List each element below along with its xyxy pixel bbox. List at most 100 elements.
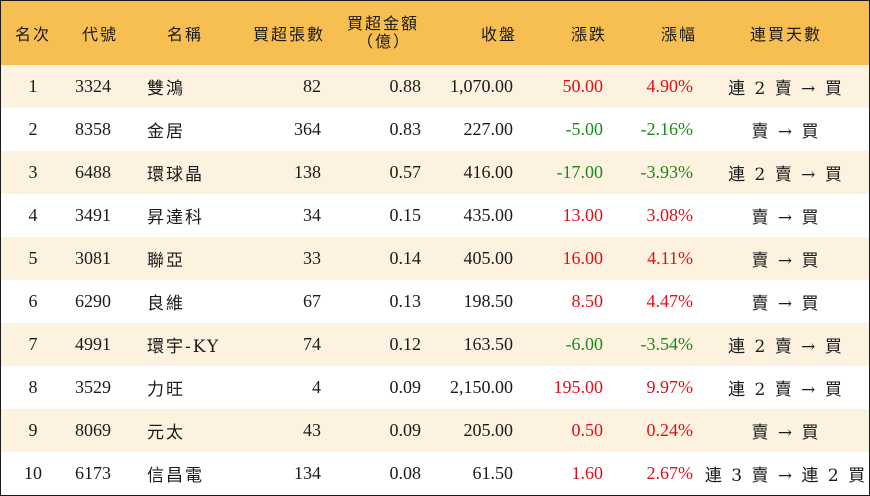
- table-row: 2 8358 金居 364 0.83 227.00 -5.00 -2.16% 賣 → 買: [1, 108, 869, 151]
- consecutive-days-cell: 賣 → 買: [751, 423, 821, 443]
- net-buy-amount-cell: 0.14: [389, 248, 422, 268]
- net-buy-amount-cell: 0.83: [389, 119, 422, 139]
- header-consecutive-days: 連買天數: [749, 25, 822, 44]
- net-buy-amount-cell: 0.12: [389, 334, 422, 354]
- table-row: 1 3324 雙鴻 82 0.88 1,070.00 50.00 4.90% 連 2 賣 → 買: [1, 65, 869, 108]
- header-net-buy-amount-line2: （億）: [356, 32, 411, 51]
- change-cell: 195.00: [553, 377, 604, 397]
- code-cell: 3529: [75, 377, 111, 397]
- code-cell: 3081: [75, 248, 111, 268]
- header-change-pct: 漲幅: [660, 25, 697, 44]
- rank-cell: 5: [28, 248, 38, 268]
- change-pct-cell: 9.97%: [646, 377, 694, 397]
- close-cell: 416.00: [463, 162, 514, 182]
- close-cell: 1,070.00: [450, 76, 513, 96]
- net-buy-amount-cell: 0.08: [389, 463, 422, 483]
- table-row: 4 3491 昇達科 34 0.15 435.00 13.00 3.08% 賣 → 買: [1, 194, 869, 237]
- rank-cell: 4: [28, 205, 38, 225]
- change-cell: -17.00: [556, 162, 604, 182]
- close-cell: 227.00: [463, 119, 514, 139]
- change-pct-cell: 4.90%: [646, 76, 694, 96]
- change-cell: -6.00: [565, 334, 604, 354]
- close-cell: 61.50: [472, 463, 514, 483]
- change-pct-cell: 4.11%: [647, 248, 693, 268]
- table-row: 9 8069 元太 43 0.09 205.00 0.50 0.24% 賣 → 買: [1, 409, 869, 452]
- header-change: 漲跌: [570, 25, 607, 44]
- change-pct-cell: 4.47%: [646, 291, 694, 311]
- net-buy-lots-cell: 82: [303, 76, 321, 96]
- close-cell: 198.50: [463, 291, 514, 311]
- net-buy-lots-cell: 43: [303, 420, 321, 440]
- net-buy-lots-cell: 67: [303, 291, 321, 311]
- header-code: 代號: [81, 25, 118, 44]
- name-cell: 金居: [147, 122, 185, 142]
- net-buy-amount-cell: 0.15: [389, 205, 422, 225]
- net-buy-lots-cell: 74: [303, 334, 321, 354]
- net-buy-lots-cell: 4: [312, 377, 321, 397]
- table-row: 7 4991 環宇-KY 74 0.12 163.50 -6.00 -3.54% 連 2 賣 →…: [1, 323, 869, 366]
- consecutive-days-cell: 賣 → 買: [751, 208, 821, 228]
- code-cell: 6290: [75, 291, 111, 311]
- name-cell: 良維: [147, 294, 185, 314]
- close-cell: 405.00: [463, 248, 514, 268]
- header-row: 名次 代號 名稱 買超張數 買超金額 （億） 收盤 漲跌 漲幅 連買天數: [1, 1, 869, 65]
- code-cell: 4991: [75, 334, 111, 354]
- table-row: 8 3529 力旺 4 0.09 2,150.00 195.00 9.97% 連 2 賣 → 買: [1, 366, 869, 409]
- consecutive-days-cell: 連 2 賣 → 買: [728, 337, 844, 357]
- change-cell: 0.50: [571, 420, 604, 440]
- code-cell: 8069: [75, 420, 111, 440]
- net-buy-amount-cell: 0.13: [389, 291, 422, 311]
- change-pct-cell: 2.67%: [646, 463, 694, 483]
- net-buy-lots-cell: 33: [303, 248, 321, 268]
- name-cell: 昇達科: [147, 208, 204, 228]
- close-cell: 163.50: [463, 334, 514, 354]
- net-buy-amount-cell: 0.09: [389, 377, 422, 397]
- name-cell: 元太: [147, 423, 185, 443]
- net-buy-lots-cell: 134: [294, 463, 321, 483]
- consecutive-days-cell: 賣 → 買: [751, 251, 821, 271]
- name-cell: 力旺: [147, 380, 185, 400]
- consecutive-days-cell: 賣 → 買: [751, 294, 821, 314]
- net-buy-amount-cell: 0.57: [389, 162, 422, 182]
- consecutive-days-cell: 賣 → 買: [751, 122, 821, 142]
- change-pct-cell: 3.08%: [646, 205, 694, 225]
- change-cell: 13.00: [562, 205, 604, 225]
- table-row: 5 3081 聯亞 33 0.14 405.00 16.00 4.11% 賣 → 買: [1, 237, 869, 280]
- rank-cell: 6: [28, 291, 38, 311]
- rank-cell: 2: [28, 119, 38, 139]
- consecutive-days-cell: 連 2 賣 → 買: [728, 165, 844, 185]
- name-cell: 信昌電: [147, 466, 204, 486]
- header-close: 收盤: [480, 25, 517, 44]
- change-cell: 50.00: [562, 76, 604, 96]
- net-buy-lots-cell: 364: [294, 119, 321, 139]
- change-pct-cell: -3.93%: [640, 162, 694, 182]
- change-pct-cell: -2.16%: [640, 119, 694, 139]
- header-net-buy-amount: 買超金額 （億）: [331, 1, 431, 65]
- change-cell: -5.00: [565, 119, 604, 139]
- rank-cell: 10: [24, 463, 42, 483]
- table-body: 1 3324 雙鴻 82 0.88 1,070.00 50.00 4.90% 連 2 賣 → 買…: [1, 65, 869, 495]
- rank-cell: 7: [28, 334, 38, 354]
- name-cell: 雙鴻: [147, 79, 185, 99]
- table-header: 名次 代號 名稱 買超張數 買超金額 （億） 收盤 漲跌 漲幅 連買天數: [1, 1, 869, 65]
- consecutive-days-cell: 連 3 賣 → 連 2 買: [704, 466, 868, 486]
- code-cell: 3324: [75, 76, 111, 96]
- table-row: 6 6290 良維 67 0.13 198.50 8.50 4.47% 賣 → 買: [1, 280, 869, 323]
- code-cell: 6488: [75, 162, 111, 182]
- name-cell: 環球晶: [147, 165, 204, 185]
- rank-cell: 8: [28, 377, 38, 397]
- name-cell: 聯亞: [147, 251, 185, 271]
- name-cell: 環宇-KY: [147, 337, 221, 357]
- change-cell: 8.50: [571, 291, 604, 311]
- header-net-buy-lots: 買超張數: [252, 25, 325, 44]
- net-buy-lots-cell: 138: [294, 162, 321, 182]
- header-rank: 名次: [14, 25, 51, 44]
- consecutive-days-cell: 連 2 賣 → 買: [728, 380, 844, 400]
- code-cell: 6173: [75, 463, 111, 483]
- change-pct-cell: -3.54%: [640, 334, 694, 354]
- close-cell: 435.00: [463, 205, 514, 225]
- close-cell: 2,150.00: [450, 377, 513, 397]
- net-buy-amount-cell: 0.09: [389, 420, 422, 440]
